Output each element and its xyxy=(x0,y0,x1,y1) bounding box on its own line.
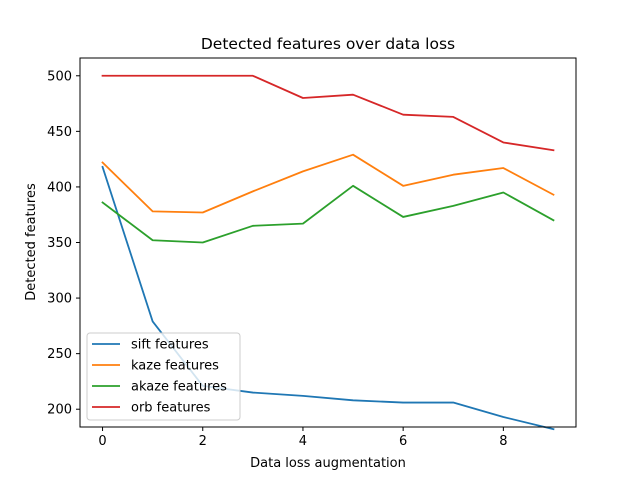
y-tick-label: 350 xyxy=(47,236,72,251)
y-tick-label: 400 xyxy=(47,180,72,195)
legend-label-akaze-features: akaze features xyxy=(131,380,227,395)
x-axis-label: Data loss augmentation xyxy=(250,456,406,471)
y-tick-label: 200 xyxy=(47,403,72,418)
legend: sift features kaze features akaze features… xyxy=(86,332,241,421)
x-tick-label: 0 xyxy=(98,434,106,449)
series-line-orb-features xyxy=(101,74,555,152)
x-tick-label: 6 xyxy=(399,434,407,449)
y-tick-label: 300 xyxy=(47,292,72,307)
legend-label-orb-features: orb features xyxy=(131,401,211,416)
legend-items: sift features kaze features akaze features… xyxy=(92,338,227,416)
x-tick-label: 4 xyxy=(299,434,307,449)
chart-title: Detected features over data loss xyxy=(201,35,455,53)
legend-label-kaze-features: kaze features xyxy=(131,359,219,374)
series-line-akaze-features xyxy=(101,184,555,244)
y-tick-label: 250 xyxy=(47,347,72,362)
legend-box xyxy=(86,332,241,421)
plot-area-frame xyxy=(79,57,577,428)
y-tick-label: 450 xyxy=(47,125,72,140)
x-tick-label: 8 xyxy=(499,434,507,449)
x-tick-label: 2 xyxy=(199,434,207,449)
y-axis-label: Detected features xyxy=(24,183,39,301)
ticks-layer: 0 2 4 6 8 200 250 300 350 400 450 500 xyxy=(47,69,507,449)
y-tick-label: 500 xyxy=(47,69,72,84)
legend-label-sift-features: sift features xyxy=(131,338,209,353)
series-line-kaze-features xyxy=(101,153,555,214)
